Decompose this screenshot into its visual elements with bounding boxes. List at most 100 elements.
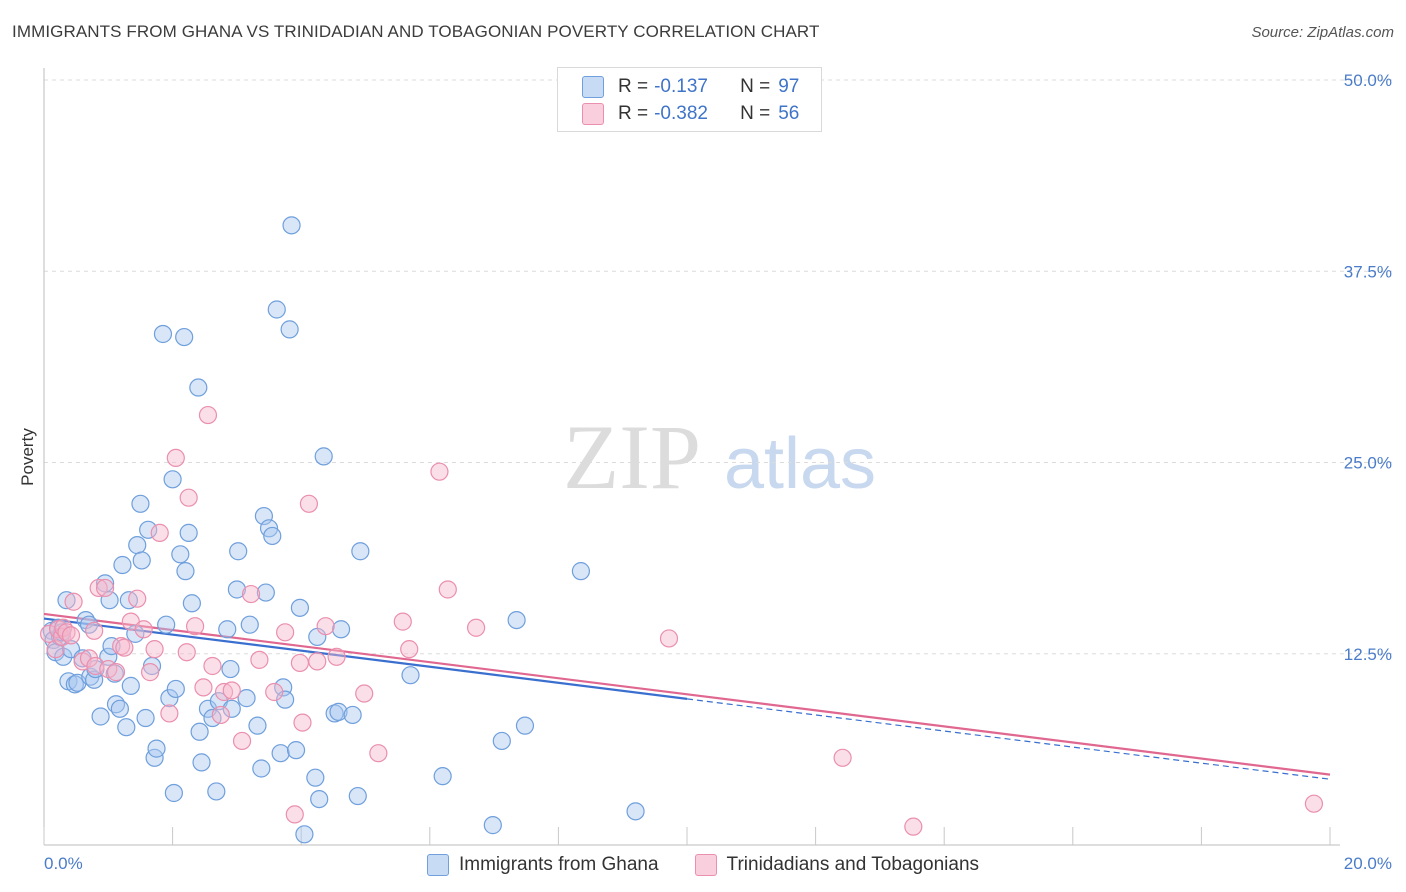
tt-point bbox=[369, 744, 388, 763]
ghana-point bbox=[164, 783, 183, 803]
watermark-zip: ZIP bbox=[563, 406, 701, 508]
ghana-point bbox=[290, 598, 310, 617]
ghana-point bbox=[163, 470, 182, 489]
series-label-tt: Trinidadians and Tobagonians bbox=[726, 854, 980, 875]
series-legend: Immigrants from Ghana Trinidadians and T… bbox=[0, 852, 1406, 878]
series-legend-tt[interactable]: Trinidadians and Tobagonians bbox=[694, 854, 980, 876]
ghana-point bbox=[271, 744, 290, 763]
ghana-point bbox=[314, 447, 333, 466]
ghana-point bbox=[237, 689, 256, 708]
ghana-point bbox=[145, 748, 164, 767]
ghana-point bbox=[263, 526, 282, 546]
ghana-point bbox=[132, 551, 151, 570]
tt-point bbox=[299, 494, 319, 513]
legend-r-value-ghana: -0.137 bbox=[654, 76, 708, 97]
ghana-point bbox=[343, 705, 362, 725]
legend-swatch-tt bbox=[582, 103, 604, 125]
tt-point bbox=[250, 650, 269, 669]
ghana-point bbox=[166, 679, 185, 699]
ghana-point bbox=[483, 816, 502, 835]
tt-point bbox=[203, 656, 222, 676]
ghana-point bbox=[175, 327, 194, 347]
ghana-point bbox=[218, 620, 237, 639]
tt-point bbox=[222, 681, 241, 700]
legend-n-value-tt: 56 bbox=[778, 103, 800, 124]
ghana-point bbox=[310, 789, 329, 809]
ghana-point bbox=[306, 768, 325, 787]
tt-point bbox=[64, 592, 83, 611]
ghana-point bbox=[192, 753, 211, 772]
tt-point bbox=[327, 647, 346, 666]
ghana-point bbox=[331, 620, 351, 639]
ghana-point bbox=[286, 741, 306, 760]
stats-legend: R = -0.137 N = 97 R = -0.382 N = 56 bbox=[557, 67, 822, 132]
legend-n-label: N = bbox=[740, 76, 771, 97]
ghana-point bbox=[54, 647, 73, 666]
legend-swatch-ghana bbox=[582, 76, 604, 98]
series-legend-ghana[interactable]: Immigrants from Ghana bbox=[426, 854, 659, 876]
ghana-point bbox=[189, 378, 208, 397]
tt-point bbox=[177, 643, 196, 662]
tt-point bbox=[355, 684, 374, 703]
legend-n-value-ghana: 97 bbox=[778, 76, 800, 97]
ghana-point bbox=[227, 580, 246, 599]
ghana-point bbox=[221, 659, 240, 679]
ghana-point bbox=[295, 825, 314, 844]
tt-point bbox=[833, 748, 852, 767]
ghana-point bbox=[626, 802, 645, 821]
series-label-ghana: Immigrants from Ghana bbox=[458, 854, 659, 875]
y-tick-label: 12.5% bbox=[1344, 645, 1392, 664]
chart-title: IMMIGRANTS FROM GHANA VS TRINIDADIAN AND… bbox=[12, 22, 820, 41]
y-axis-label: Poverty bbox=[18, 428, 37, 486]
tt-point bbox=[145, 640, 164, 659]
ghana-point bbox=[157, 615, 176, 634]
y-tick-label: 50.0% bbox=[1344, 71, 1392, 90]
ghana-point bbox=[153, 324, 173, 344]
tt-point bbox=[198, 405, 218, 425]
tt-point bbox=[61, 626, 81, 645]
ghana-point bbox=[128, 536, 147, 555]
tt-point bbox=[85, 621, 104, 640]
series-swatch-ghana bbox=[426, 854, 449, 876]
series-swatch-tt bbox=[694, 854, 717, 876]
ghana-trend-extension bbox=[686, 698, 1331, 780]
tt-point bbox=[438, 580, 457, 599]
tt-point bbox=[95, 578, 115, 598]
ghana-point bbox=[240, 615, 259, 634]
ghana-point bbox=[110, 699, 129, 718]
tt-point bbox=[316, 617, 335, 636]
tt-point bbox=[106, 663, 126, 682]
ghana-point bbox=[171, 545, 190, 564]
ghana-point bbox=[248, 716, 267, 735]
tt-point bbox=[134, 620, 153, 639]
tt-point bbox=[659, 629, 679, 648]
tt-point bbox=[194, 678, 213, 697]
ghana-point bbox=[282, 216, 301, 235]
tt-point bbox=[393, 612, 412, 631]
ghana-point bbox=[571, 562, 591, 581]
ghana-point bbox=[179, 523, 198, 542]
legend-r-label: R = bbox=[618, 103, 649, 124]
ghana-point bbox=[207, 782, 226, 801]
x-tick-label: 0.0% bbox=[44, 854, 83, 873]
tt-point bbox=[140, 663, 160, 682]
tt-point bbox=[186, 617, 205, 636]
tt-point bbox=[128, 589, 147, 608]
ghana-point bbox=[117, 718, 136, 737]
tt-point bbox=[160, 704, 179, 723]
ghana-point bbox=[222, 699, 241, 718]
tt-point bbox=[293, 713, 312, 732]
y-tick-label: 25.0% bbox=[1344, 454, 1392, 473]
ghana-point bbox=[515, 716, 535, 735]
tt-point bbox=[400, 640, 419, 659]
ghana-point bbox=[160, 689, 179, 708]
watermark-atlas: atlas bbox=[724, 424, 876, 504]
tt-point bbox=[241, 584, 261, 604]
tick-labels: 12.5% 25.0% 37.5% 50.0% 0.0% 20.0% bbox=[44, 71, 1392, 873]
ghana-point bbox=[91, 707, 110, 726]
tt-point bbox=[430, 462, 449, 481]
ghana-point bbox=[507, 610, 526, 630]
tt-point bbox=[232, 731, 252, 751]
tt-point bbox=[115, 638, 134, 657]
